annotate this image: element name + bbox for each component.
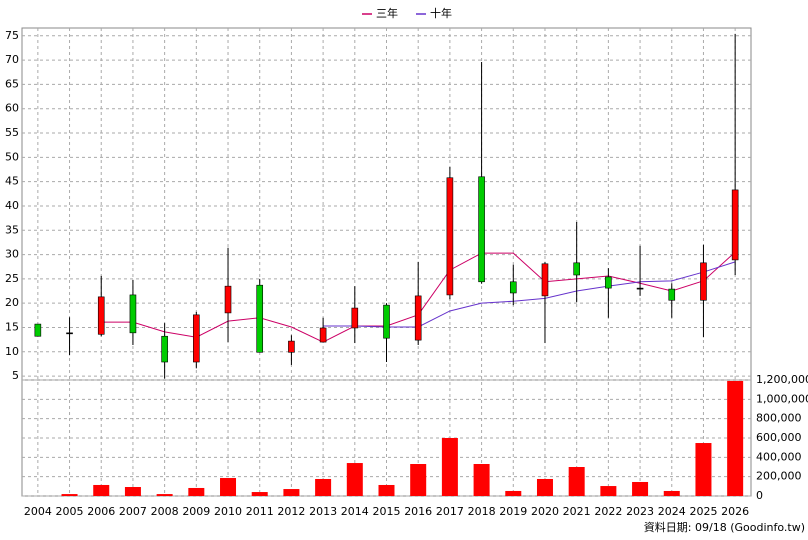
candle-body <box>668 288 676 301</box>
volume-bar <box>61 494 78 496</box>
y-tick-label: 30 <box>5 248 19 261</box>
x-tick-label: 2005 <box>56 505 84 518</box>
volume-bar <box>695 443 712 496</box>
candle-body <box>446 177 454 296</box>
y-tick-label: 70 <box>5 53 19 66</box>
y-tick-label: 65 <box>5 77 19 90</box>
y2-tick-label: 0 <box>756 489 763 502</box>
y-tick-label: 60 <box>5 102 19 115</box>
candle-body <box>573 262 580 276</box>
volume-bar <box>568 467 585 496</box>
y2-tick-label: 600,000 <box>756 431 802 444</box>
x-tick-label: 2019 <box>499 505 527 518</box>
candle-body <box>256 284 264 353</box>
y-tick-label: 15 <box>5 320 19 333</box>
candle-body <box>605 276 612 289</box>
volume-bar <box>632 481 649 496</box>
volume-bar <box>505 490 522 496</box>
candle-body <box>319 327 327 343</box>
legend-label: 十年 <box>430 6 452 20</box>
x-tick-label: 2010 <box>214 505 242 518</box>
volume-bar <box>251 492 268 496</box>
candle-body <box>129 294 137 334</box>
y2-tick-label: 1,200,000 <box>756 373 808 386</box>
candle-body <box>351 307 359 329</box>
y-tick-label: 75 <box>5 29 19 42</box>
candle-body <box>224 285 232 314</box>
footnote: 資料日期: 09/18 (Goodinfo.tw) <box>644 520 805 534</box>
x-tick-label: 2016 <box>404 505 432 518</box>
candle-body <box>414 295 422 341</box>
volume-bar <box>473 464 490 496</box>
candle-body <box>161 335 168 363</box>
y-tick-label: 10 <box>5 345 19 358</box>
volume-bar <box>441 438 458 496</box>
y2-tick-label: 200,000 <box>756 470 802 483</box>
x-tick-label: 2024 <box>658 505 686 518</box>
y-tick-label: 35 <box>5 223 19 236</box>
volume-bar <box>378 484 395 496</box>
x-tick-label: 2011 <box>246 505 274 518</box>
candle-body <box>383 304 390 339</box>
volume-bar <box>156 494 173 496</box>
ma-line <box>323 261 736 328</box>
volume-bar <box>283 489 300 496</box>
x-tick-label: 2012 <box>277 505 305 518</box>
x-tick-label: 2006 <box>87 505 115 518</box>
volume-bar <box>346 463 363 496</box>
candle-body <box>541 263 549 297</box>
candle-body <box>193 314 200 363</box>
x-tick-label: 2004 <box>24 505 52 518</box>
x-tick-label: 2014 <box>341 505 369 518</box>
candle-body <box>700 262 707 301</box>
x-tick-label: 2023 <box>626 505 654 518</box>
x-tick-label: 2015 <box>373 505 401 518</box>
y-tick-label: 50 <box>5 150 19 163</box>
candle-body <box>509 281 517 294</box>
y-tick-label: 25 <box>5 272 19 285</box>
y-tick-label: 40 <box>5 199 19 212</box>
x-tick-label: 2009 <box>182 505 210 518</box>
volume-bar <box>536 478 553 496</box>
x-tick-label: 2021 <box>563 505 591 518</box>
volume-bar <box>410 464 427 496</box>
x-tick-label: 2018 <box>468 505 496 518</box>
y2-tick-label: 400,000 <box>756 450 802 463</box>
y-tick-label: 5 <box>12 369 19 382</box>
x-tick-label: 2017 <box>436 505 464 518</box>
volume-bar <box>188 487 205 496</box>
candle-body <box>34 323 42 337</box>
x-tick-label: 2022 <box>594 505 622 518</box>
y2-tick-label: 800,000 <box>756 412 802 425</box>
volume-bar <box>220 478 237 496</box>
volume-bar <box>124 487 141 496</box>
volume-bar <box>93 484 110 496</box>
y-tick-label: 55 <box>5 126 19 139</box>
candle-body <box>288 340 295 353</box>
x-tick-label: 2026 <box>721 505 749 518</box>
candle-body <box>478 176 485 283</box>
candle-body <box>97 296 105 335</box>
x-tick-label: 2008 <box>151 505 179 518</box>
x-tick-label: 2025 <box>689 505 717 518</box>
candle-body <box>636 287 644 290</box>
volume-bar <box>315 478 332 496</box>
y-tick-label: 45 <box>5 175 19 188</box>
volume-bar <box>727 380 744 496</box>
y2-tick-label: 1,000,000 <box>756 392 808 405</box>
x-tick-label: 2013 <box>309 505 337 518</box>
x-tick-label: 2007 <box>119 505 147 518</box>
legend-label: 三年 <box>376 6 398 20</box>
candle-body <box>66 332 73 335</box>
candle-body <box>731 189 739 261</box>
volume-bar <box>663 490 680 496</box>
volume-bar <box>600 486 617 496</box>
x-tick-label: 2020 <box>531 505 559 518</box>
y-tick-label: 20 <box>5 296 19 309</box>
